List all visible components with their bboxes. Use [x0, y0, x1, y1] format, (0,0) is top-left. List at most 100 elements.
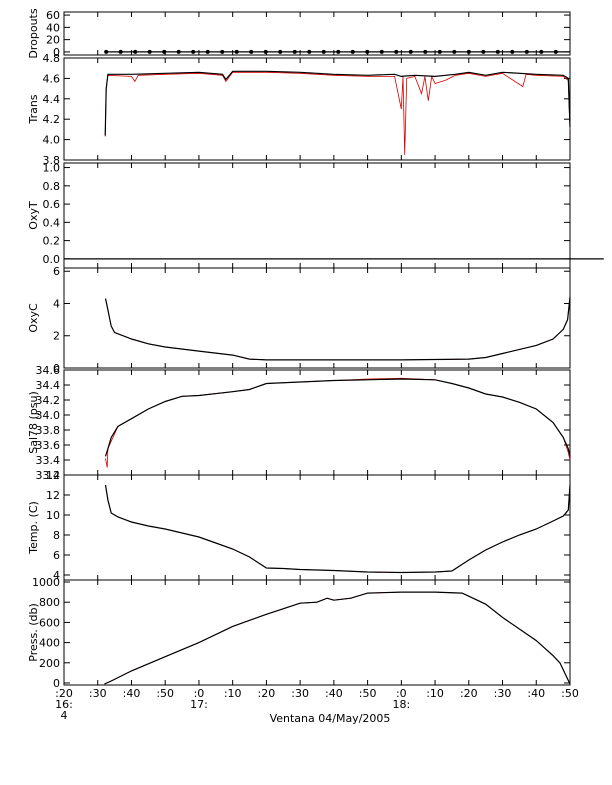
- x-tick-label: :30: [494, 687, 512, 700]
- y-axis-label: OxyT: [27, 201, 40, 230]
- dropout-marker: [350, 49, 355, 54]
- dropout-marker: [118, 49, 123, 54]
- y-tick-label: 1000: [32, 576, 60, 589]
- x-day-label: 4: [61, 709, 68, 722]
- y-tick-label: 33.6: [36, 439, 61, 452]
- chart-panels: 0204060Dropouts3.84.04.24.44.64.8Trans0.…: [27, 8, 604, 690]
- y-tick-label: 6: [53, 549, 60, 562]
- chart-title: Ventana 04/May/2005: [270, 712, 391, 725]
- x-hour-label: 17:: [190, 698, 208, 711]
- panel-oxyt: 0.0 0.2 0.4 0.6 0.8 1.0 OxyT: [27, 162, 604, 269]
- dropout-marker: [162, 49, 167, 54]
- panel-temp: 4 6 8 10 12 14 Temp. (C): [27, 469, 571, 582]
- y-axis-label: Temp. (C): [27, 501, 40, 555]
- dropout-marker: [292, 49, 297, 54]
- series-line-raw: [104, 591, 571, 685]
- panel-press: 0 200 400 600 800 1000 Press. (db): [27, 576, 571, 690]
- dropout-marker: [147, 49, 152, 54]
- series-line-raw: [105, 484, 571, 573]
- dropout-marker: [379, 49, 384, 54]
- x-tick-label: :10: [224, 687, 242, 700]
- panel-frame: [63, 474, 571, 581]
- dropout-marker: [481, 49, 486, 54]
- dropout-marker: [524, 49, 529, 54]
- y-tick-label: 6: [53, 265, 60, 278]
- y-axis-label: Dropouts: [27, 8, 40, 58]
- series-line-filtered: [104, 296, 571, 361]
- series-line-filtered: [104, 70, 571, 136]
- series-line-raw: [104, 71, 571, 155]
- y-tick-label: 34.2: [36, 394, 61, 407]
- y-tick-label: 0: [53, 362, 60, 375]
- x-tick-label: :0: [194, 687, 205, 700]
- y-tick-label: 0: [53, 46, 60, 59]
- series-line-filtered: [104, 591, 571, 685]
- x-axis: :20:30:40:50:0:10:20:30:40:50:0:10:20:30…: [55, 687, 579, 722]
- dropout-marker: [495, 49, 500, 54]
- panel-oxyc: 0 2 4 6 OxyC: [27, 265, 571, 375]
- y-tick-label: 14: [46, 469, 60, 482]
- dropout-marker: [423, 49, 428, 54]
- x-tick-label: :40: [123, 687, 141, 700]
- series-line-filtered: [104, 378, 571, 457]
- dropout-marker: [278, 49, 283, 54]
- y-tick-label: 4.6: [43, 72, 61, 85]
- y-tick-label: 4: [53, 297, 60, 310]
- panel-trans: 3.8 4.0 4.2 4.4 4.6 4.8 Trans: [27, 52, 571, 167]
- y-tick-label: 0.0: [43, 253, 61, 266]
- x-tick-label: :10: [426, 687, 444, 700]
- dropout-marker: [176, 49, 181, 54]
- dropout-marker: [394, 49, 399, 54]
- dropout-marker: [539, 49, 544, 54]
- x-tick-label: :50: [359, 687, 377, 700]
- dropout-marker: [336, 49, 341, 54]
- y-axis-label: OxyC: [27, 303, 40, 333]
- y-tick-label: 4.4: [43, 93, 61, 106]
- y-tick-label: 34.0: [36, 409, 61, 422]
- y-tick-label: 4.0: [43, 134, 61, 147]
- x-hour-label: 18:: [392, 698, 410, 711]
- dropout-marker: [510, 49, 515, 54]
- dropout-marker: [191, 49, 196, 54]
- x-tick-label: :30: [89, 687, 107, 700]
- x-hour-label: 16:: [55, 698, 73, 711]
- dropout-marker: [408, 49, 413, 54]
- x-tick-label: :20: [55, 687, 73, 700]
- y-axis-label: Trans: [27, 94, 40, 124]
- dropout-marker: [263, 49, 268, 54]
- x-tick-label: :0: [396, 687, 407, 700]
- dropout-marker: [437, 49, 442, 54]
- dropout-marker: [365, 49, 370, 54]
- series-line-raw: [105, 296, 571, 361]
- y-tick-label: 0.6: [43, 198, 61, 211]
- y-tick-label: 0.8: [43, 180, 61, 193]
- y-tick-label: 8: [53, 529, 60, 542]
- dropout-marker: [104, 49, 109, 54]
- y-tick-label: 20: [46, 34, 60, 47]
- dropout-marker: [220, 49, 225, 54]
- y-tick-label: 33.2: [36, 469, 61, 482]
- y-tick-label: 4.8: [43, 52, 61, 65]
- x-tick-label: :40: [527, 687, 545, 700]
- y-tick-label: 34.6: [36, 364, 61, 377]
- y-tick-label: 33.4: [36, 454, 61, 467]
- dropout-marker: [466, 49, 471, 54]
- panel-frame: [63, 162, 571, 269]
- y-tick-label: 40: [46, 21, 60, 34]
- y-tick-label: 3.8: [43, 154, 61, 167]
- x-tick-label: :50: [156, 687, 174, 700]
- dropout-marker: [249, 49, 254, 54]
- dropout-marker: [307, 49, 312, 54]
- dropout-marker: [133, 49, 138, 54]
- panel-frame: [63, 579, 571, 686]
- y-tick-label: 200: [39, 657, 60, 670]
- y-tick-label: 34.4: [36, 379, 61, 392]
- panel-frame: [63, 267, 571, 369]
- y-tick-label: 10: [46, 509, 60, 522]
- y-tick-label: 60: [46, 9, 60, 22]
- y-tick-label: 600: [39, 616, 60, 629]
- x-tick-label: :30: [291, 687, 309, 700]
- y-tick-label: 2: [53, 330, 60, 343]
